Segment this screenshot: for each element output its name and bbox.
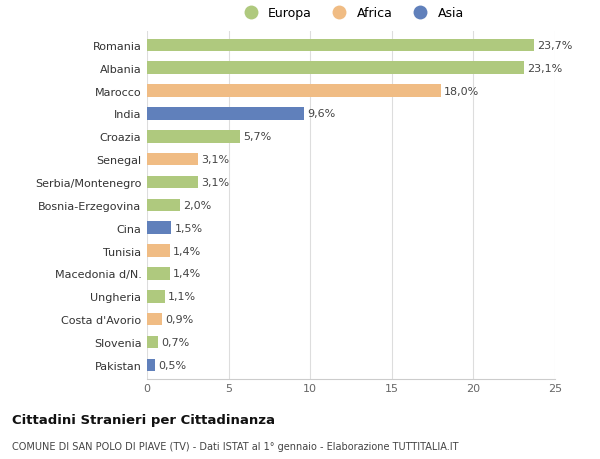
Bar [147,131,240,143]
Text: 1,4%: 1,4% [173,246,202,256]
Bar [147,176,197,189]
Bar [147,85,441,98]
Bar [147,153,197,166]
Text: COMUNE DI SAN POLO DI PIAVE (TV) - Dati ISTAT al 1° gennaio - Elaborazione TUTTI: COMUNE DI SAN POLO DI PIAVE (TV) - Dati … [12,441,458,451]
Bar [147,313,161,326]
Text: Cittadini Stranieri per Cittadinanza: Cittadini Stranieri per Cittadinanza [12,413,275,426]
Bar [147,222,172,235]
Text: 1,5%: 1,5% [175,223,203,233]
Bar [147,108,304,120]
Text: 1,4%: 1,4% [173,269,202,279]
Text: 0,5%: 0,5% [158,360,187,370]
Text: 18,0%: 18,0% [444,86,479,96]
Bar [147,359,155,371]
Bar [147,199,179,212]
Text: 1,1%: 1,1% [168,291,196,302]
Bar [147,62,524,75]
Text: 23,1%: 23,1% [527,64,563,73]
Bar [147,336,158,348]
Legend: Europa, Africa, Asia: Europa, Africa, Asia [235,5,467,22]
Text: 0,9%: 0,9% [165,314,193,325]
Text: 5,7%: 5,7% [243,132,272,142]
Text: 3,1%: 3,1% [201,178,229,188]
Bar [147,291,165,303]
Bar [147,245,170,257]
Bar [147,268,170,280]
Text: 0,7%: 0,7% [161,337,190,347]
Text: 23,7%: 23,7% [537,41,572,51]
Text: 9,6%: 9,6% [307,109,335,119]
Text: 2,0%: 2,0% [183,201,211,210]
Bar [147,39,534,52]
Text: 3,1%: 3,1% [201,155,229,165]
